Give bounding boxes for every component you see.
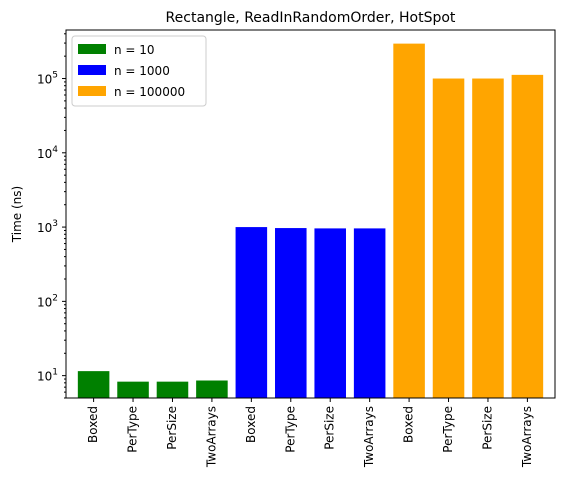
- legend-swatch: [78, 44, 106, 54]
- bar: [275, 228, 307, 398]
- bars: [77, 43, 544, 399]
- x-axis-ticks: Boxed PerType PerSize TwoArrays Boxed PerType…: [86, 398, 534, 468]
- legend-swatch: [78, 86, 106, 96]
- x-tick-label: TwoArrays: [362, 406, 376, 468]
- x-tick-label: Boxed: [244, 406, 258, 443]
- y-tick-label: 101: [37, 368, 58, 384]
- y-tick-label: 105: [37, 71, 58, 87]
- legend-label: n = 10: [114, 43, 155, 57]
- chart-title: Rectangle, ReadInRandomOrder, HotSpot: [166, 10, 456, 26]
- x-tick-label: TwoArrays: [204, 406, 218, 468]
- legend-swatch: [78, 65, 106, 75]
- bar: [235, 227, 268, 398]
- bar: [196, 380, 228, 398]
- y-tick-label: 103: [37, 219, 58, 235]
- x-tick-label: PerSize: [480, 406, 494, 450]
- x-tick-label: PerSize: [165, 406, 179, 450]
- x-tick-label: TwoArrays: [520, 406, 534, 468]
- legend: n = 10 n = 1000 n = 100000: [71, 35, 207, 107]
- bar: [156, 381, 189, 398]
- bar: [393, 43, 425, 399]
- legend-label: n = 100000: [114, 85, 185, 99]
- plot-frame: [65, 29, 556, 399]
- x-tick-label: Boxed: [86, 406, 100, 443]
- bar: [353, 228, 386, 398]
- legend-label: n = 1000: [114, 64, 170, 78]
- x-tick-label: PerType: [283, 406, 297, 453]
- y-axis-label: Time (ns): [10, 186, 24, 243]
- bar: [117, 381, 149, 398]
- y-tick-label: 104: [37, 145, 58, 161]
- bar: [314, 228, 346, 398]
- y-tick-label: 102: [37, 293, 58, 309]
- bar: [472, 78, 504, 398]
- x-tick-label: PerType: [441, 406, 455, 453]
- x-tick-label: PerType: [126, 406, 140, 453]
- bar: [432, 78, 465, 398]
- x-tick-label: Boxed: [402, 406, 416, 443]
- bar: [511, 74, 544, 399]
- bar: [77, 371, 110, 398]
- x-tick-label: PerSize: [323, 406, 337, 450]
- y-axis-ticks: 101 102 103 104 105: [37, 33, 66, 399]
